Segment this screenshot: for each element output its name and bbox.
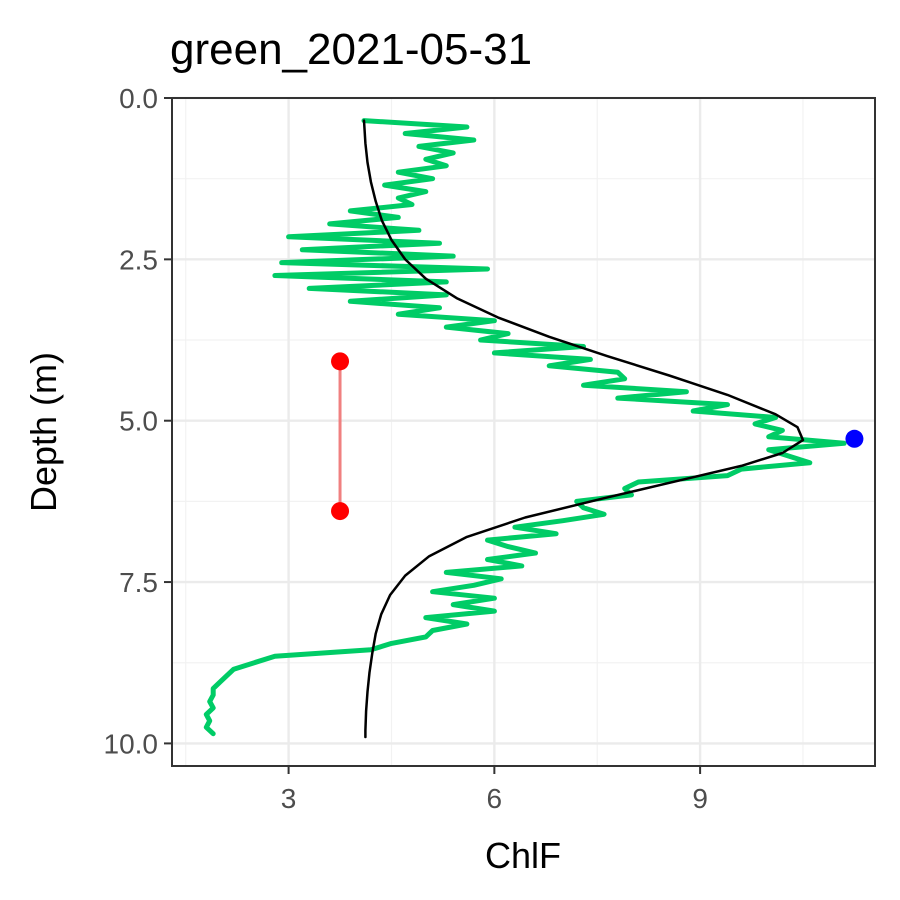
fitted-curve-line	[362, 119, 805, 739]
y-tick-label: 2.5	[119, 244, 158, 275]
x-tick-label: 3	[281, 783, 297, 814]
range-top-point	[331, 352, 350, 371]
range-bottom-point	[331, 502, 350, 521]
x-tick-label: 6	[487, 783, 503, 814]
x-axis-title: ChlF	[485, 835, 561, 876]
chart-title: green_2021-05-31	[170, 25, 532, 74]
y-tick-label: 0.0	[119, 83, 158, 114]
plot-panel-background	[172, 98, 875, 766]
x-tick-label: 9	[692, 783, 708, 814]
plot-panel-border	[171, 97, 876, 767]
chlf-profile-line	[203, 118, 847, 737]
y-axis-title: Depth (m)	[23, 352, 64, 512]
y-tick-label: 5.0	[119, 406, 158, 437]
y-tick-label: 7.5	[119, 567, 158, 598]
peak-point	[845, 429, 864, 448]
data-layer	[203, 118, 864, 739]
axes: 3 6 9 0.0 2.5 5.0 7.5 10.0	[104, 83, 708, 814]
y-tick-label: 10.0	[104, 728, 159, 759]
